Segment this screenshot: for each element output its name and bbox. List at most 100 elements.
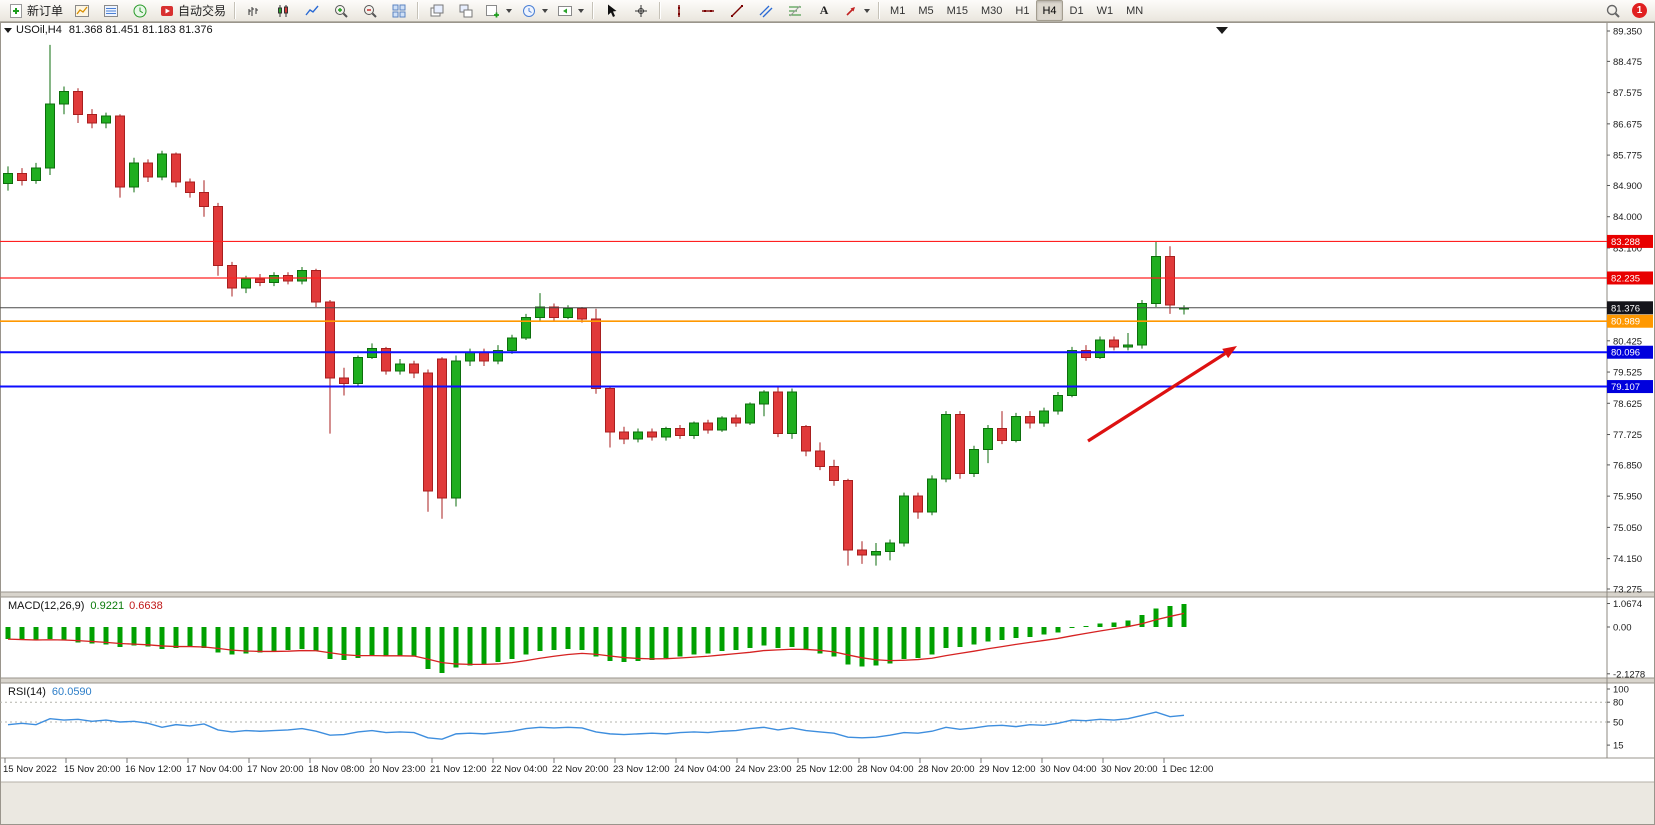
chart-shift-icon <box>558 5 573 16</box>
macd-bar <box>313 627 319 652</box>
tile-windows-button[interactable] <box>385 0 413 22</box>
macd-bar <box>299 627 305 649</box>
line-chart-icon <box>305 5 319 15</box>
candle-body <box>213 205 223 266</box>
macd-bar <box>705 627 711 654</box>
chart-shift-button[interactable] <box>553 0 588 22</box>
timeframe-m15-button[interactable]: M15 <box>946 4 968 17</box>
autotrading-button[interactable]: 自动交易 <box>155 0 230 22</box>
price-axis-label: 75.950 <box>1613 492 1642 503</box>
pane-divider-macd[interactable] <box>0 592 1655 597</box>
zoom-out-button[interactable] <box>356 0 384 22</box>
toolbar-separator <box>417 2 420 19</box>
macd-bar <box>5 627 11 640</box>
timeframe-h1-button[interactable]: H1 <box>1015 4 1030 17</box>
price-axis-label: 89.350 <box>1613 27 1642 38</box>
price-tag-label: 80.989 <box>1611 317 1640 328</box>
macd-bar <box>1083 625 1089 627</box>
price-axis-label: 77.725 <box>1613 430 1642 441</box>
fibonacci-button[interactable] <box>781 0 809 22</box>
candle-body <box>1011 415 1021 442</box>
timeframe-mn-button[interactable]: MN <box>1126 4 1144 17</box>
cursor-button[interactable] <box>598 0 626 22</box>
macd-bar <box>369 627 375 656</box>
timeframe-toolbar: M1 M5 M15 M30 H1 H4 D1 W1 MN <box>884 0 1149 21</box>
time-axis-label: 15 Nov 20:00 <box>64 764 121 775</box>
horizontal-line-button[interactable] <box>694 0 722 22</box>
arrange-charts-button[interactable] <box>423 0 451 22</box>
chevron-down-icon <box>542 8 549 13</box>
macd-bar <box>1181 603 1187 627</box>
rsi-line <box>7 711 1185 740</box>
navigator-button[interactable] <box>126 0 154 22</box>
candle-body <box>1165 256 1175 306</box>
time-axis-label: 20 Nov 23:00 <box>369 764 426 775</box>
notification-badge[interactable]: 1 <box>1632 3 1647 18</box>
time-axis-label: 29 Nov 12:00 <box>979 764 1036 775</box>
macd-bar <box>649 627 655 660</box>
macd-bar <box>187 627 193 647</box>
candle-body <box>451 360 461 499</box>
trendline-button[interactable] <box>723 0 751 22</box>
macd-bar <box>467 627 473 666</box>
macd-bar <box>439 627 445 674</box>
macd-bar <box>481 627 487 665</box>
candle-body <box>913 495 923 513</box>
cascade-charts-button[interactable] <box>452 0 480 22</box>
price-tag-label: 79.107 <box>1611 382 1640 393</box>
profiles-icon <box>523 4 536 17</box>
macd-bar <box>327 627 333 659</box>
candle-body <box>549 306 559 318</box>
macd-bar <box>887 627 893 664</box>
toolbar-separator <box>878 2 881 19</box>
price-tag-83.288 <box>1607 234 1653 248</box>
candle-body <box>479 351 489 362</box>
macd-bar <box>145 627 151 647</box>
one-click-trading-arrow[interactable] <box>4 28 12 33</box>
timeframe-d1-button[interactable]: D1 <box>1069 4 1084 17</box>
crosshair-button[interactable] <box>627 0 655 22</box>
candle-body <box>521 316 531 339</box>
trend-arrow-annotation[interactable] <box>1087 346 1237 443</box>
text-tool-button[interactable]: A <box>810 0 838 22</box>
candle-body <box>199 191 209 207</box>
charts-window-button[interactable] <box>68 0 96 22</box>
price-axis-label: 79.525 <box>1613 368 1642 379</box>
arrows-tool-dropdown[interactable] <box>839 0 874 22</box>
timeframe-h4-button[interactable]: H4 <box>1036 0 1063 21</box>
chart-shift-marker[interactable] <box>1216 27 1228 34</box>
candle-body <box>535 306 545 318</box>
profiles-dropdown[interactable] <box>517 0 552 22</box>
macd-bar <box>1097 623 1103 627</box>
new-order-button[interactable]: 新订单 <box>4 0 67 22</box>
pane-divider-rsi[interactable] <box>0 678 1655 683</box>
channel-button[interactable] <box>752 0 780 22</box>
timeframe-m30-button[interactable]: M30 <box>981 4 1003 17</box>
bar-chart-button[interactable] <box>240 0 268 22</box>
candle-body <box>815 450 825 468</box>
autotrading-icon <box>161 5 174 16</box>
market-watch-icon <box>104 4 119 17</box>
new-chart-dropdown[interactable] <box>481 0 516 22</box>
candle-body <box>745 403 755 424</box>
macd-bar <box>831 627 837 657</box>
macd-bar <box>873 627 879 666</box>
candle-body <box>1095 339 1105 358</box>
search-button[interactable] <box>1599 0 1627 22</box>
vertical-line-button[interactable] <box>665 0 693 22</box>
timeframe-m1-button[interactable]: M1 <box>890 4 906 17</box>
timeframe-w1-button[interactable]: W1 <box>1096 4 1114 17</box>
line-chart-button[interactable] <box>298 0 326 22</box>
candle-body <box>409 363 419 374</box>
window-bottom-strip <box>0 782 1655 825</box>
market-watch-button[interactable] <box>97 0 125 22</box>
timeframe-m5-button[interactable]: M5 <box>918 4 934 17</box>
candlestick-chart-button[interactable] <box>269 0 297 22</box>
tile-windows-icon <box>392 4 406 17</box>
macd-bar <box>19 627 25 641</box>
macd-bar <box>537 627 543 652</box>
zoom-in-button[interactable] <box>327 0 355 22</box>
price-axis-label: 74.150 <box>1613 554 1642 565</box>
price-tag-label: 80.096 <box>1611 348 1640 359</box>
